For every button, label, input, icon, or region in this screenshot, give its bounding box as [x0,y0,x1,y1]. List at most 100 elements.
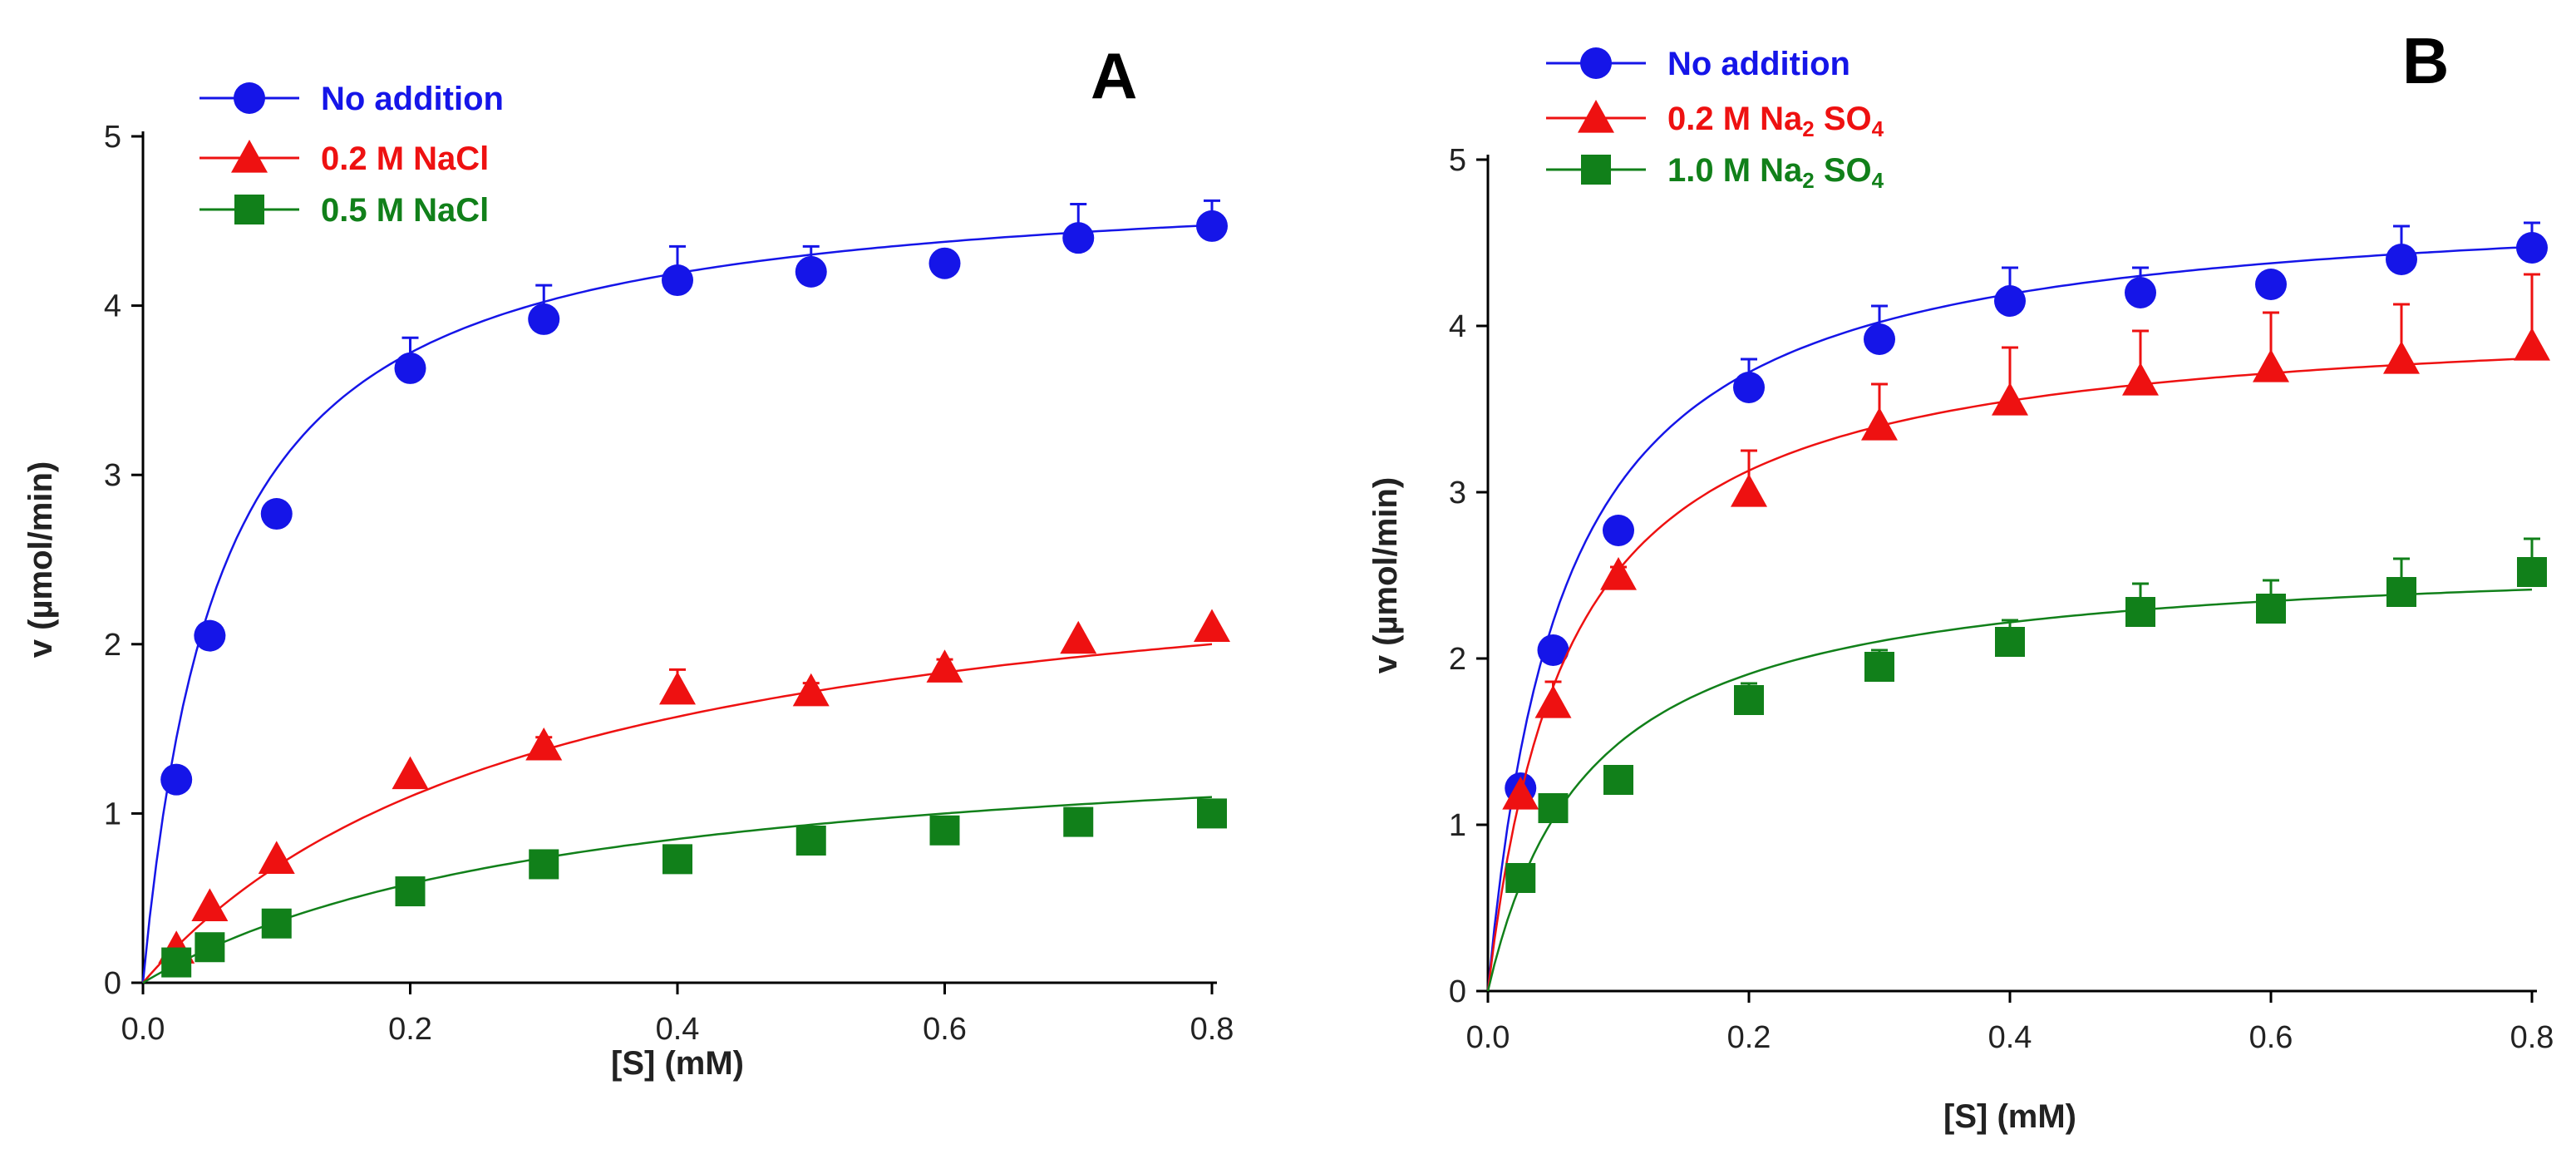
data-point [1994,285,2026,317]
data-point [1600,557,1637,590]
series-2: 1.0 M Na2 SO4 [1486,152,2547,992]
data-point [1731,474,1767,507]
x-tick-label: 0.2 [388,1012,432,1047]
data-point [1992,382,2028,416]
y-tick-label: 0 [104,966,121,1001]
data-point [394,352,426,384]
panel-letter: A [1091,39,1137,112]
data-point [792,673,830,707]
data-point [1861,407,1898,441]
y-tick-label: 4 [104,289,121,324]
data-point [1196,210,1228,242]
panel-b: 0 1 2 3 4 5 0.0 0.2 0.4 0.6 0.8 [S] (mM) v (µmol/min… [1367,24,2554,1135]
data-point [795,255,827,288]
y-tick-label: 3 [1449,476,1466,510]
data-point [392,756,429,790]
x-axis-label: [S] (mM) [1943,1098,2076,1135]
data-point [2122,363,2159,396]
data-point [926,649,963,683]
y-axis-label: v (µmol/min) [22,461,59,658]
data-point [795,825,826,856]
data-point [2125,597,2155,627]
data-point [1537,634,1569,666]
data-point [261,908,292,939]
data-point [1194,609,1230,643]
x-tick-label: 0.0 [1466,1020,1510,1055]
x-tick-label: 0.4 [656,1012,700,1047]
data-point [1864,652,1894,682]
data-point [1603,765,1633,795]
data-point [1197,798,1227,829]
data-point [929,815,960,846]
panel-a: 0 1 2 3 4 5 0.0 0.2 0.4 0.6 0.8 [S] (mM) v (µmol/min… [22,39,1234,1082]
series-0: No addition [141,81,1228,984]
data-point [1734,685,1764,715]
data-point [2514,328,2550,361]
data-point [395,876,426,907]
data-point [659,671,696,705]
data-point [2255,269,2287,300]
data-point [1502,777,1539,810]
y-tick-label: 3 [104,458,121,493]
legend-label: No addition [321,81,504,117]
data-point [195,932,225,963]
data-point [2383,341,2420,374]
data-point [1063,806,1094,837]
legend-label: No addition [1667,46,1850,82]
legend-label: 0.2 M Na2 SO4 [1667,101,1884,141]
series-1: 0.2 M NaCl [142,140,1230,984]
data-point [662,264,693,297]
data-point [2256,594,2286,624]
x-tick-label: 0.6 [923,1012,967,1047]
data-point [1864,323,1895,355]
data-point [1060,620,1097,654]
panel-letter: B [2402,24,2449,97]
data-point [260,498,293,530]
legend-marker [1580,47,1612,79]
legend-label: 0.5 M NaCl [321,192,489,229]
data-point [2516,232,2548,264]
series-0: No addition [1486,46,2548,992]
data-point [1062,222,1095,254]
y-tick-label: 5 [104,120,121,155]
x-tick-label: 0.0 [121,1012,165,1047]
legend-label: 1.0 M Na2 SO4 [1667,152,1884,193]
legend-marker [1578,100,1614,133]
y-tick-label: 5 [1449,143,1466,178]
fit-curve [142,796,1213,984]
x-tick-label: 0.4 [1988,1020,2032,1055]
y-tick-label: 0 [1449,974,1466,1009]
legend-marker [234,195,264,224]
data-point [1733,372,1765,403]
y-tick-label: 1 [1449,808,1466,843]
legend-marker [234,82,265,114]
data-point [2386,577,2416,607]
x-axis-label: [S] (mM) [611,1045,744,1082]
legend-marker [1581,155,1611,185]
data-point [1995,627,2025,657]
series-1: 0.2 M Na2 SO4 [1486,100,2550,992]
data-point [2386,244,2417,275]
data-point [662,844,692,875]
data-point [1538,793,1569,823]
data-point [1603,515,1634,546]
data-point [928,247,961,279]
y-tick-label: 4 [1449,309,1466,344]
data-point [161,947,192,978]
x-tick-label: 0.6 [2249,1020,2293,1055]
data-point [191,888,229,921]
data-point [2517,557,2547,587]
legend-label: 0.2 M NaCl [321,141,489,177]
y-axis-label: v (µmol/min) [1367,477,1404,673]
series-2: 0.5 M NaCl [142,192,1227,984]
data-point [529,849,559,880]
data-point [1505,863,1536,893]
data-point [194,619,226,652]
data-point [1534,685,1572,718]
data-point [525,727,563,761]
legend-marker [231,140,268,173]
data-point [2125,277,2156,308]
x-tick-label: 0.2 [1727,1020,1771,1055]
x-tick-label: 0.8 [1190,1012,1234,1047]
x-tick-label: 0.8 [2510,1020,2554,1055]
